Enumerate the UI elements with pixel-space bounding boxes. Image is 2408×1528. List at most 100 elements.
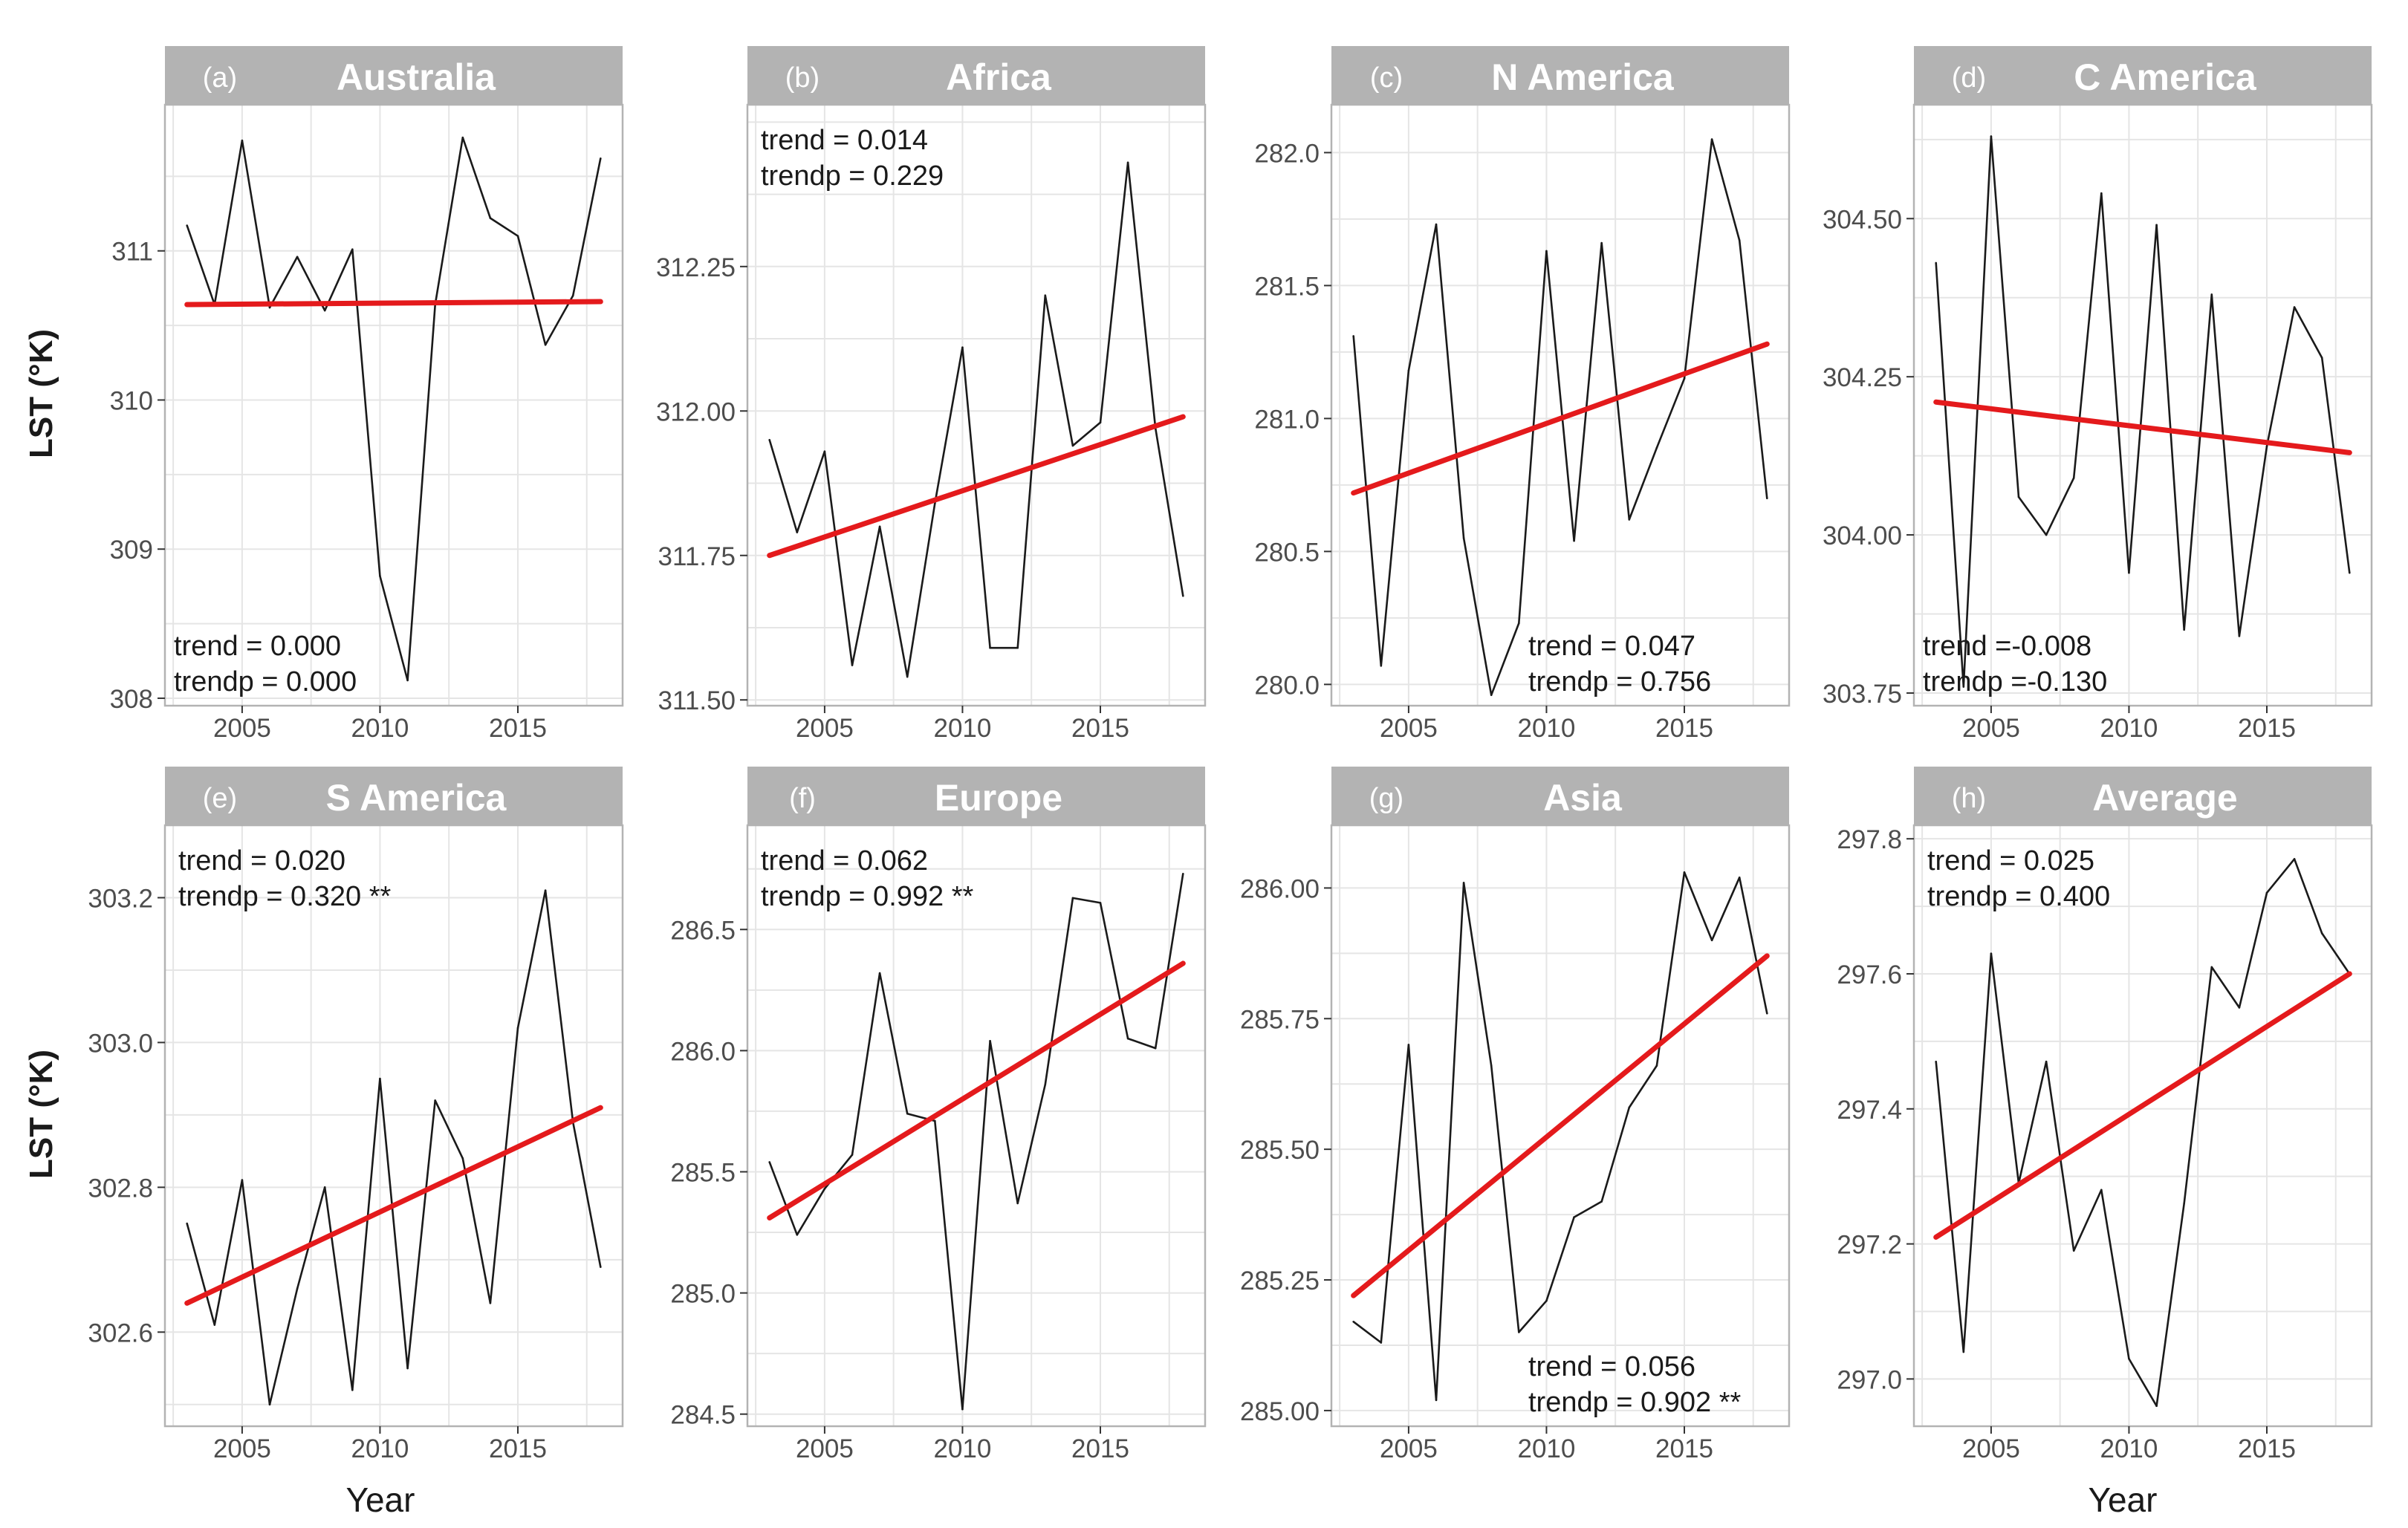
lst-data-point bbox=[1380, 665, 1383, 667]
lst-data-point bbox=[268, 1403, 271, 1406]
lst-data-point bbox=[796, 531, 799, 533]
y-tick-label: 303.2 bbox=[88, 884, 153, 913]
lst-data-point bbox=[2210, 966, 2213, 969]
panel-strip bbox=[1914, 767, 2372, 825]
panel-strip bbox=[747, 46, 1205, 105]
trend-annotation: trend = 0.000 bbox=[174, 631, 341, 662]
y-tick-label: 310 bbox=[110, 386, 153, 415]
lst-data-point bbox=[2072, 477, 2075, 479]
y-tick-label: 303.0 bbox=[88, 1029, 153, 1058]
x-tick-label: 2010 bbox=[351, 1434, 409, 1463]
trend-line bbox=[184, 1105, 603, 1306]
lst-data-point bbox=[1462, 537, 1465, 539]
trend-line bbox=[767, 960, 1186, 1220]
trend-annotation: trend = 0.025 bbox=[1927, 845, 2094, 877]
lst-data-point bbox=[1099, 421, 1102, 424]
x-tick-label: 2005 bbox=[1380, 1434, 1438, 1463]
lst-data-point bbox=[379, 1077, 381, 1080]
lst-data-point bbox=[823, 1188, 826, 1190]
y-tick-label: 311.75 bbox=[658, 542, 736, 571]
panel-title: S America bbox=[326, 777, 507, 819]
panel-title: N America bbox=[1491, 56, 1675, 98]
lst-data-point bbox=[2128, 571, 2130, 574]
lst-data-point bbox=[2238, 635, 2241, 637]
trendp-annotation: trendp = 0.320 ** bbox=[178, 881, 391, 912]
lst-data-point bbox=[2128, 1357, 2130, 1360]
lst-series-line bbox=[1352, 138, 1768, 697]
lst-data-point bbox=[296, 256, 299, 259]
trend-line bbox=[1933, 399, 2352, 455]
lst-data-point bbox=[1016, 1202, 1019, 1205]
panel-letter: (a) bbox=[203, 62, 237, 94]
x-axis-label-right: Year bbox=[2089, 1480, 2158, 1519]
gridlines bbox=[165, 825, 623, 1426]
x-tick-label: 2005 bbox=[1962, 1434, 2020, 1463]
trendp-annotation: trendp = 0.902 ** bbox=[1528, 1387, 1741, 1418]
trend-annotation: trend = 0.047 bbox=[1528, 631, 1695, 662]
panel-border bbox=[746, 824, 1207, 1428]
trend-line bbox=[1351, 953, 1770, 1298]
lst-data-point bbox=[878, 972, 881, 975]
lst-data-point bbox=[1655, 1064, 1658, 1067]
y-tick-label: 308 bbox=[110, 685, 153, 714]
trendp-annotation: trendp =-0.130 bbox=[1923, 666, 2107, 698]
panel-letter: (g) bbox=[1369, 783, 1403, 814]
panel-letter: (h) bbox=[1952, 783, 1986, 814]
y-tick-label: 285.0 bbox=[670, 1280, 736, 1309]
lst-data-point bbox=[241, 139, 244, 142]
lst-data-point bbox=[1016, 646, 1019, 649]
lst-data-point bbox=[1990, 135, 1993, 137]
lst-data-point bbox=[600, 1266, 602, 1268]
lst-data-point bbox=[2265, 445, 2268, 448]
y-tick-label: 280.5 bbox=[1254, 538, 1320, 567]
panel-strip bbox=[1331, 46, 1789, 105]
gridlines bbox=[1331, 105, 1789, 706]
lst-data-point bbox=[1710, 939, 1713, 942]
lst-data-point bbox=[1462, 882, 1465, 884]
lst-data-point bbox=[351, 248, 354, 251]
lst-data-point bbox=[2349, 571, 2351, 574]
lst-data-point bbox=[823, 450, 826, 453]
y-axis-label-top: LST (°K) bbox=[23, 329, 59, 458]
panel-border bbox=[1912, 103, 2373, 707]
panel-title: Asia bbox=[1543, 777, 1623, 819]
lst-data-point bbox=[268, 306, 271, 309]
y-tick-label: 303.75 bbox=[1823, 680, 1902, 709]
panel-border bbox=[746, 103, 1207, 707]
y-tick-label: 297.2 bbox=[1837, 1231, 1902, 1260]
trend-line bbox=[1933, 971, 2352, 1240]
lst-data-point bbox=[1935, 261, 1937, 264]
lst-data-point bbox=[851, 664, 854, 666]
y-tick-label: 281.0 bbox=[1254, 405, 1320, 434]
x-tick-label: 2010 bbox=[351, 714, 409, 743]
lst-data-point bbox=[461, 1157, 464, 1160]
lst-data-point bbox=[186, 224, 188, 227]
lst-data-point bbox=[351, 1388, 354, 1391]
lst-data-point bbox=[1710, 138, 1713, 140]
lst-data-point bbox=[934, 502, 936, 505]
lst-series-line bbox=[186, 889, 602, 1406]
lst-data-point bbox=[2100, 192, 2103, 195]
lst-data-point bbox=[1628, 518, 1631, 521]
panel-s-america: (e) S America 302.6 302.8 303.0 303.2 2005 2010… bbox=[88, 767, 624, 1463]
lst-data-point bbox=[544, 343, 547, 346]
lst-data-point bbox=[961, 346, 964, 349]
y-tick-label: 282.0 bbox=[1254, 139, 1320, 168]
panel-letter: (c) bbox=[1370, 62, 1403, 94]
panel-africa: (b) Africa 311.50 311.75 312.00 312.25 2005 201… bbox=[656, 46, 1207, 743]
panel-n-america: (c) N America 280.0 280.5 281.0 281.5 282.0 200… bbox=[1254, 46, 1791, 743]
y-tick-label: 297.0 bbox=[1837, 1365, 1902, 1394]
x-tick-label: 2010 bbox=[1518, 1434, 1576, 1463]
lst-data-point bbox=[1518, 1331, 1520, 1333]
lst-data-point bbox=[906, 675, 909, 678]
y-tick-label: 280.0 bbox=[1254, 671, 1320, 700]
trend-annotation: trend = 0.062 bbox=[761, 845, 928, 877]
lst-data-point bbox=[1935, 1060, 1937, 1063]
panel-strip bbox=[165, 767, 623, 825]
gridlines bbox=[747, 105, 1205, 706]
panel-title: Africa bbox=[946, 56, 1052, 98]
panel-c-america: (d) C America 303.75 304.00 304.25 304.50 2005… bbox=[1823, 46, 2373, 743]
lst-series-line bbox=[768, 873, 1184, 1411]
lst-data-point bbox=[1435, 223, 1438, 226]
trend-annotation: trend =-0.008 bbox=[1923, 631, 2091, 662]
